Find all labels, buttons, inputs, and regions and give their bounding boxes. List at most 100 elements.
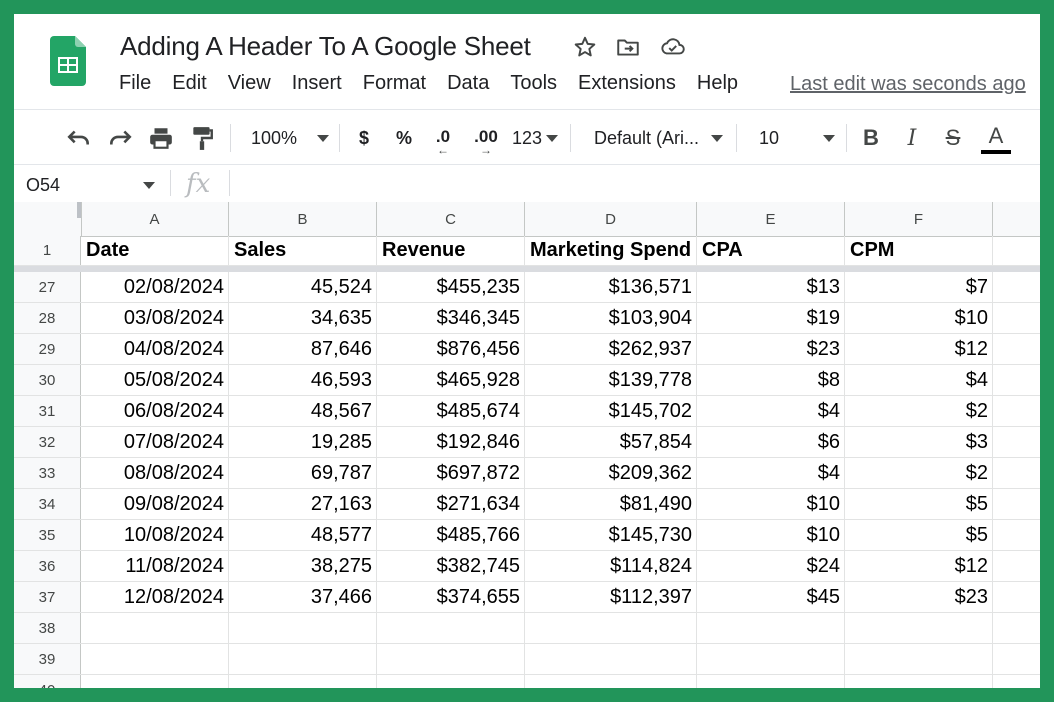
- row-header[interactable]: 38: [14, 613, 81, 643]
- cell-cpm[interactable]: $7: [845, 272, 993, 302]
- cell-revenue[interactable]: $374,655: [377, 582, 525, 612]
- cell-sales[interactable]: 37,466: [229, 582, 377, 612]
- row-header[interactable]: 31: [14, 396, 81, 426]
- cell-date[interactable]: [81, 675, 229, 688]
- column-header-a[interactable]: A: [81, 202, 229, 236]
- cell-marketing-spend[interactable]: $57,854: [525, 427, 697, 457]
- row-header[interactable]: 34: [14, 489, 81, 519]
- cell-sales[interactable]: 45,524: [229, 272, 377, 302]
- cell-revenue[interactable]: $382,745: [377, 551, 525, 581]
- cell-date[interactable]: 09/08/2024: [81, 489, 229, 519]
- row-header[interactable]: 37: [14, 582, 81, 612]
- row-header[interactable]: 40: [14, 675, 81, 688]
- cell-marketing-spend[interactable]: $81,490: [525, 489, 697, 519]
- cell-marketing-spend[interactable]: $103,904: [525, 303, 697, 333]
- cell-cpm[interactable]: $12: [845, 334, 993, 364]
- menu-extensions[interactable]: Extensions: [578, 72, 676, 94]
- cell-revenue[interactable]: $192,846: [377, 427, 525, 457]
- cell-sales[interactable]: [229, 675, 377, 688]
- cell-cpm[interactable]: $5: [845, 489, 993, 519]
- cell-cpm[interactable]: $12: [845, 551, 993, 581]
- strikethrough-button[interactable]: S: [945, 125, 961, 150]
- chevron-down-icon[interactable]: [142, 178, 156, 192]
- cell-cpa[interactable]: $8: [697, 365, 845, 395]
- menu-tools[interactable]: Tools: [510, 72, 558, 94]
- row-header[interactable]: 36: [14, 551, 81, 581]
- cell-marketing-spend[interactable]: $114,824: [525, 551, 697, 581]
- row-header[interactable]: 30: [14, 365, 81, 395]
- document-title[interactable]: Adding A Header To A Google Sheet: [120, 31, 531, 61]
- cell-revenue[interactable]: [377, 644, 525, 674]
- cell-marketing-spend[interactable]: $145,730: [525, 520, 697, 550]
- header-cell-cpa[interactable]: CPA: [697, 236, 845, 265]
- menu-view[interactable]: View: [227, 72, 271, 94]
- cell-marketing-spend[interactable]: $145,702: [525, 396, 697, 426]
- cell-date[interactable]: 03/08/2024: [81, 303, 229, 333]
- cell-cpm[interactable]: $4: [845, 365, 993, 395]
- cell-cpm[interactable]: $2: [845, 458, 993, 488]
- cell-date[interactable]: [81, 644, 229, 674]
- cell-cpm[interactable]: [845, 644, 993, 674]
- cell-sales[interactable]: 46,593: [229, 365, 377, 395]
- cell-date[interactable]: 05/08/2024: [81, 365, 229, 395]
- cell-sales[interactable]: [229, 644, 377, 674]
- cell-revenue[interactable]: $465,928: [377, 365, 525, 395]
- header-cell-date[interactable]: Date: [81, 236, 229, 265]
- cell-revenue[interactable]: $876,456: [377, 334, 525, 364]
- cell-sales[interactable]: 69,787: [229, 458, 377, 488]
- header-cell-revenue[interactable]: Revenue: [377, 236, 525, 265]
- cell-cpm[interactable]: [845, 675, 993, 688]
- cell-marketing-spend[interactable]: $209,362: [525, 458, 697, 488]
- move-folder-icon[interactable]: [615, 34, 641, 60]
- formula-input[interactable]: [244, 172, 1024, 194]
- italic-button[interactable]: I: [907, 125, 917, 151]
- column-header-e[interactable]: E: [697, 202, 845, 236]
- print-icon[interactable]: [146, 124, 176, 152]
- cell-cpa[interactable]: $10: [697, 489, 845, 519]
- cell-marketing-spend[interactable]: [525, 644, 697, 674]
- cell-cpm[interactable]: $5: [845, 520, 993, 550]
- menu-insert[interactable]: Insert: [291, 72, 342, 94]
- cell-sales[interactable]: 19,285: [229, 427, 377, 457]
- cell-sales[interactable]: [229, 613, 377, 643]
- cell-sales[interactable]: 87,646: [229, 334, 377, 364]
- cell-marketing-spend[interactable]: $112,397: [525, 582, 697, 612]
- cell-date[interactable]: 10/08/2024: [81, 520, 229, 550]
- cell-cpa[interactable]: $4: [697, 396, 845, 426]
- bold-button[interactable]: B: [863, 125, 879, 150]
- cell-cpa[interactable]: $13: [697, 272, 845, 302]
- cell-sales[interactable]: 48,577: [229, 520, 377, 550]
- sheets-logo-icon[interactable]: [50, 36, 86, 86]
- currency-format-button[interactable]: $: [358, 127, 369, 148]
- cell-date[interactable]: [81, 613, 229, 643]
- cell-date[interactable]: 12/08/2024: [81, 582, 229, 612]
- cell-revenue[interactable]: [377, 675, 525, 688]
- cell-marketing-spend[interactable]: [525, 675, 697, 688]
- cell-cpa[interactable]: $6: [697, 427, 845, 457]
- row-header[interactable]: 35: [14, 520, 81, 550]
- cell-cpa[interactable]: [697, 644, 845, 674]
- cell-cpa[interactable]: [697, 675, 845, 688]
- header-cell-sales[interactable]: Sales: [229, 236, 377, 265]
- cell-revenue[interactable]: $485,766: [377, 520, 525, 550]
- font-size-select[interactable]: 10: [749, 124, 839, 152]
- select-all-corner[interactable]: [14, 202, 82, 236]
- cell-cpa[interactable]: $23: [697, 334, 845, 364]
- cell-date[interactable]: 07/08/2024: [81, 427, 229, 457]
- cell-cpa[interactable]: $24: [697, 551, 845, 581]
- row-header[interactable]: 29: [14, 334, 81, 364]
- row-header[interactable]: 39: [14, 644, 81, 674]
- paint-format-icon[interactable]: [187, 124, 217, 152]
- freeze-handle[interactable]: [77, 202, 81, 218]
- cell-cpm[interactable]: $23: [845, 582, 993, 612]
- cell-sales[interactable]: 38,275: [229, 551, 377, 581]
- cell-cpa[interactable]: $19: [697, 303, 845, 333]
- menu-help[interactable]: Help: [696, 72, 739, 94]
- cell-revenue[interactable]: $271,634: [377, 489, 525, 519]
- cell-cpa[interactable]: [697, 613, 845, 643]
- column-header-b[interactable]: B: [229, 202, 377, 236]
- cell-marketing-spend[interactable]: $262,937: [525, 334, 697, 364]
- cloud-saved-icon[interactable]: [659, 34, 685, 60]
- cell-sales[interactable]: 48,567: [229, 396, 377, 426]
- last-edit-link[interactable]: Last edit was seconds ago: [790, 73, 1026, 95]
